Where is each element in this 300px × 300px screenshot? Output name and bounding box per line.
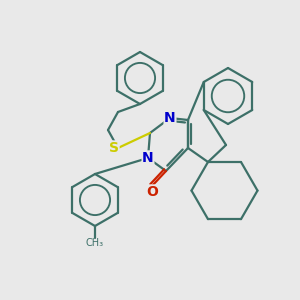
Text: O: O — [146, 185, 158, 199]
Text: S: S — [109, 141, 119, 155]
Text: N: N — [164, 111, 176, 125]
Text: N: N — [142, 151, 154, 165]
Text: CH₃: CH₃ — [86, 238, 104, 248]
